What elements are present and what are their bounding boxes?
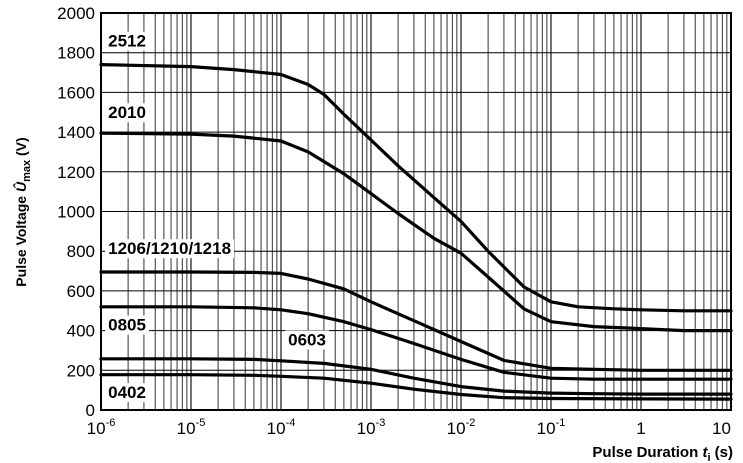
series-label-2512: 2512: [108, 32, 146, 51]
y-tick-label: 1400: [57, 123, 95, 142]
y-tick-label: 1600: [57, 83, 95, 102]
series-line-1206-1210-1218: [99, 270, 733, 372]
series-label-background: [105, 383, 149, 403]
x-tick-label: 10: [712, 419, 731, 438]
series-line-0805: [99, 305, 733, 381]
x-tick-label: 10-2: [447, 417, 476, 438]
series-label-1206-1210-1218: 1206/1210/1218: [108, 239, 231, 258]
series-label-background: [105, 315, 149, 335]
x-tick-label: 10-1: [537, 417, 566, 438]
y-tick-label: 600: [67, 282, 95, 301]
series-label-background: [105, 239, 235, 259]
series-label-0402: 0402: [108, 383, 146, 402]
y-tick-label: 1000: [57, 203, 95, 222]
series-label-2010: 2010: [108, 103, 146, 122]
x-tick-label: 10-5: [177, 417, 206, 438]
x-tick-labels: 10-6 10-5 10-4 10-3 10-2 10-1 1 10: [87, 417, 731, 438]
x-axis-label: Pulse Duration ti (s): [592, 444, 733, 463]
series-label-0805: 0805: [108, 316, 146, 335]
y-tick-label: 1800: [57, 44, 95, 63]
series-label-0603: 0603: [288, 330, 326, 349]
x-tick-label: 1: [636, 419, 645, 438]
y-tick-label: 200: [67, 361, 95, 380]
series-line-0402: [99, 373, 733, 401]
x-tick-label: 10-6: [87, 417, 116, 438]
x-tick-label: 10-3: [357, 417, 386, 438]
series-line-0603: [99, 357, 733, 396]
grid: [100, 12, 731, 411]
series-line-2010: [99, 131, 733, 333]
y-axis-label: Pulse Voltage Ûmax (V): [12, 137, 33, 286]
series-line-2512: [99, 62, 733, 313]
x-tick-label: 10-4: [267, 417, 296, 438]
series-lines: [99, 62, 733, 401]
y-tick-label: 0: [86, 401, 95, 420]
series-labels: 2512 2010 1206/1210/1218 0805 0603 0402: [105, 31, 329, 403]
series-label-background: [285, 330, 329, 350]
y-tick-label: 1200: [57, 163, 95, 182]
y-tick-label: 400: [67, 322, 95, 341]
y-tick-label: 800: [67, 242, 95, 261]
series-label-background: [105, 103, 149, 123]
plot-frame: [100, 12, 732, 411]
series-label-background: [105, 31, 149, 51]
y-tick-label: 2000: [57, 4, 95, 23]
y-tick-labels: 0 200 400 600 800 1000 1200 1400 1600 1800 2000: [57, 4, 95, 420]
